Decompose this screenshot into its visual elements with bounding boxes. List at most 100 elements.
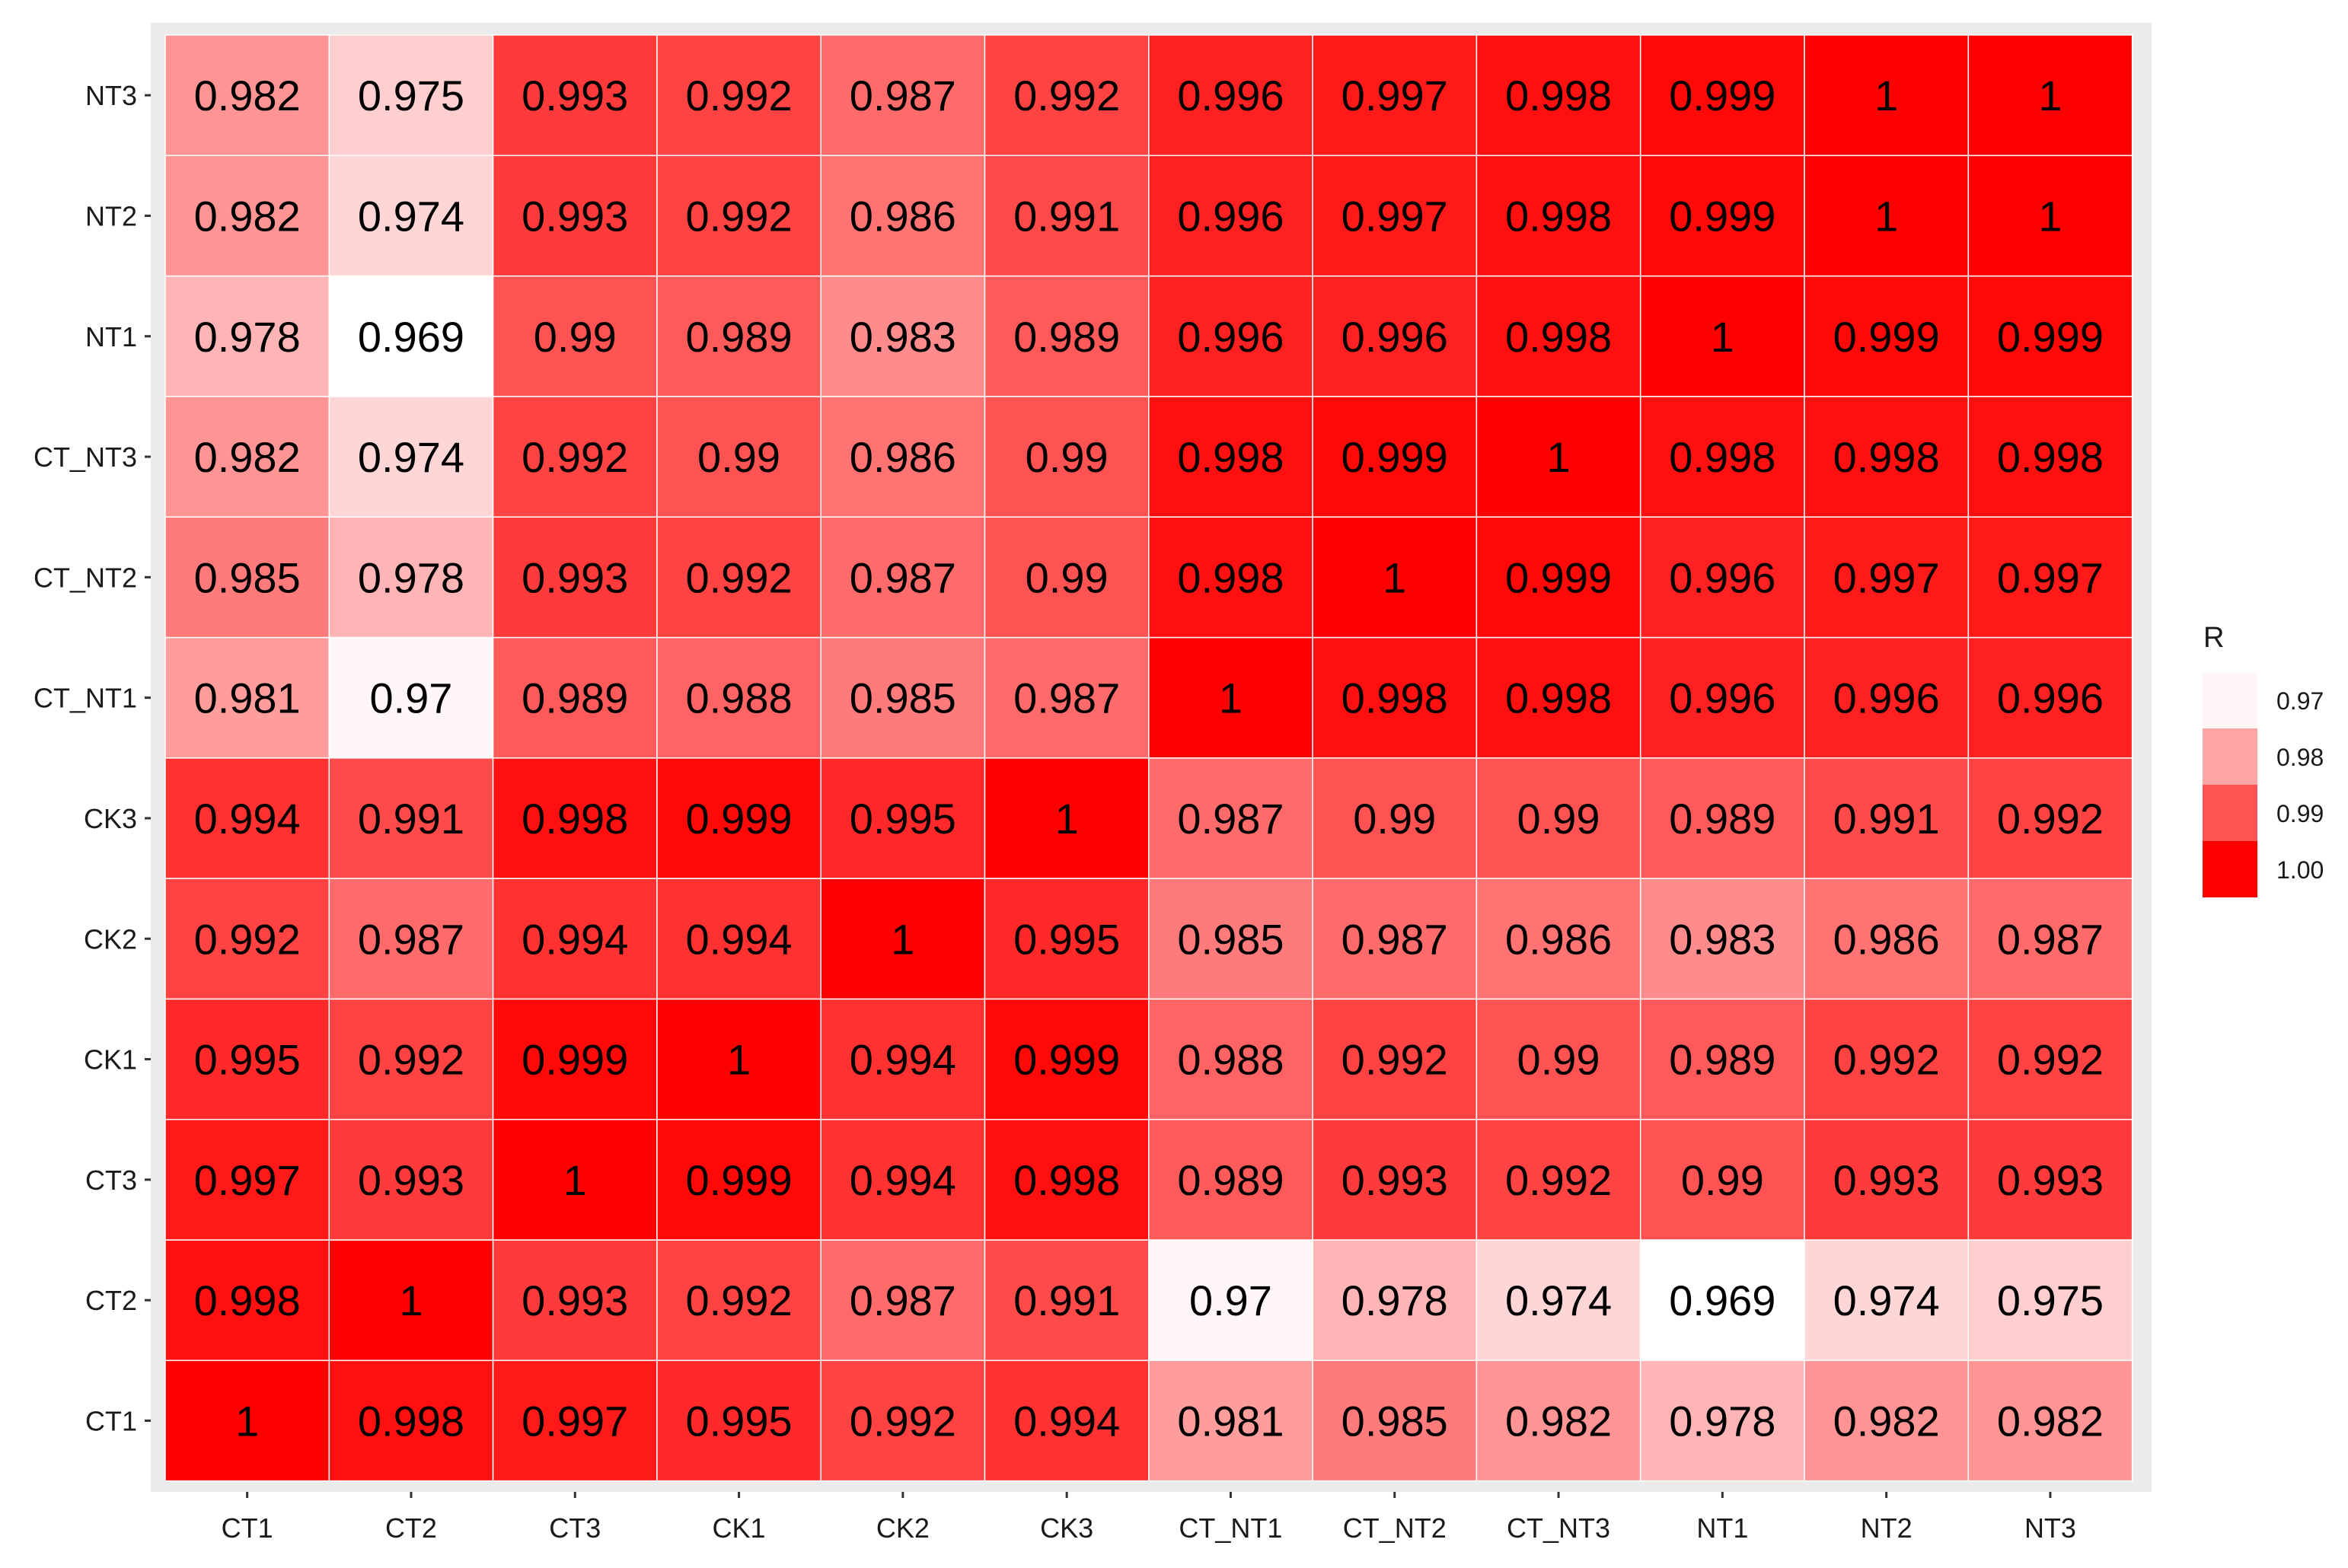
heatmap-cell [656,34,821,157]
cell-value-label: 0.999 [1341,433,1448,481]
x-tick-label: CT_NT2 [1343,1512,1447,1544]
heatmap-cell [492,34,658,157]
cell-value-label: 0.999 [685,1156,792,1204]
cell-value-label: 0.993 [522,192,628,240]
heatmap-cell [164,396,330,518]
heatmap-cell [1148,1239,1313,1362]
cell-value-label: 0.987 [1177,795,1284,843]
cell-value-label: 0.992 [1341,1036,1448,1084]
cell-value-label: 0.996 [1177,192,1284,240]
cell-value-label: 1 [1546,433,1570,481]
cell-value-label: 0.992 [1833,1036,1940,1084]
heatmap-cell-labels: 1 0.998 0.997 0.995 0.992 0.994 0.981 0.985 0.98… [194,72,2104,1445]
cell-value-label: 0.989 [1669,1036,1775,1084]
heatmap-cell [1475,275,1641,397]
cell-value-label: 0.992 [685,192,792,240]
cell-value-label: 0.993 [522,1276,628,1324]
cell-value-label: 0.999 [522,1036,628,1084]
heatmap-cell [1967,757,2133,879]
heatmap-cell [492,1239,658,1362]
x-tick-label: CK1 [713,1512,766,1544]
x-tick-label: NT1 [1696,1512,1748,1544]
heatmap-cell [492,1359,658,1482]
cell-value-label: 0.978 [1341,1276,1448,1324]
cell-value-label: 0.982 [1833,1397,1940,1445]
cell-value-label: 0.994 [685,915,792,963]
heatmap-cell [820,636,986,759]
heatmap-cell [1967,155,2133,277]
heatmap-cell [1148,757,1313,879]
cell-value-label: 0.99 [1026,553,1109,601]
cell-value-label: 0.995 [850,795,956,843]
cell-value-label: 1 [2038,192,2062,240]
heatmap-cell [1148,998,1313,1120]
heatmap-cell [984,516,1150,639]
cell-value-label: 0.993 [358,1156,464,1204]
heatmap-cell [656,636,821,759]
cell-value-label: 0.986 [1505,915,1612,963]
cell-value-label: 1 [727,1036,751,1084]
heatmap-cell [164,757,330,879]
cell-value-label: 0.996 [1177,72,1284,120]
heatmap-cell [328,636,494,759]
heatmap-cell [1312,636,1478,759]
heatmap-cell [1967,636,2133,759]
cell-value-label: 1 [2038,72,2062,120]
cell-value-label: 0.993 [1833,1156,1940,1204]
heatmap-cell [164,998,330,1120]
cell-value-label: 0.998 [194,1276,301,1324]
cell-value-label: 0.993 [522,553,628,601]
heatmap-cell [164,34,330,157]
cell-value-label: 0.97 [369,674,452,722]
heatmap-cell [1967,516,2133,639]
cell-value-label: 0.992 [1013,72,1120,120]
cell-value-label: 0.982 [194,192,301,240]
heatmap-cell [1475,1359,1641,1482]
cell-value-label: 0.985 [1177,915,1284,963]
cell-value-label: 0.993 [1341,1156,1448,1204]
legend-key [2203,672,2257,728]
cell-value-label: 0.989 [1013,313,1120,361]
cell-value-label: 0.998 [522,795,628,843]
cell-value-label: 0.998 [1833,433,1940,481]
heatmap-cell [1475,757,1641,879]
cell-value-label: 0.986 [850,192,956,240]
cell-value-label: 0.999 [1505,553,1612,601]
cell-value-label: 0.992 [358,1036,464,1084]
y-tick-label: CT3 [85,1165,137,1196]
cell-value-label: 1 [1874,72,1898,120]
y-axis: CT1 CT2 CT3 CK1 CK2 CK3 CT_NT1 CT_NT2 CT_NT3 NT1 N… [33,80,151,1436]
cell-value-label: 0.988 [685,674,792,722]
cell-value-label: 0.994 [1013,1397,1120,1445]
heatmap-cell [656,1359,821,1482]
x-tick-label: CT_NT3 [1507,1512,1610,1544]
y-tick-label: CT_NT1 [33,683,137,714]
x-tick-label: CK3 [1040,1512,1093,1544]
heatmap-cell [1967,1359,2133,1482]
heatmap-cell [328,1118,494,1241]
cell-value-label: 0.997 [522,1397,628,1445]
heatmap-cell [656,1239,821,1362]
cell-value-label: 0.969 [1669,1276,1775,1324]
legend-title: R [2203,622,2224,654]
heatmap-cell [1804,1359,1970,1482]
cell-value-label: 0.987 [850,553,956,601]
heatmap-cell [1475,878,1641,1000]
cell-value-label: 0.998 [1997,433,2104,481]
cell-value-label: 0.999 [685,795,792,843]
heatmap-cell [820,878,986,1000]
heatmap-cell [1804,275,1970,397]
legend-key [2203,785,2257,841]
y-tick-label: NT1 [85,321,137,352]
cell-value-label: 0.998 [358,1397,464,1445]
cell-value-label: 0.992 [1997,1036,2104,1084]
heatmap-cell [820,1239,986,1362]
heatmap-cell [1475,636,1641,759]
heatmap-cell [656,275,821,397]
legend-label: 0.99 [2276,800,2324,827]
cell-value-label: 0.99 [697,433,780,481]
heatmap-cell [984,878,1150,1000]
cell-value-label: 0.996 [1997,674,2104,722]
cell-value-label: 1 [399,1276,423,1324]
cell-value-label: 0.998 [1505,674,1612,722]
